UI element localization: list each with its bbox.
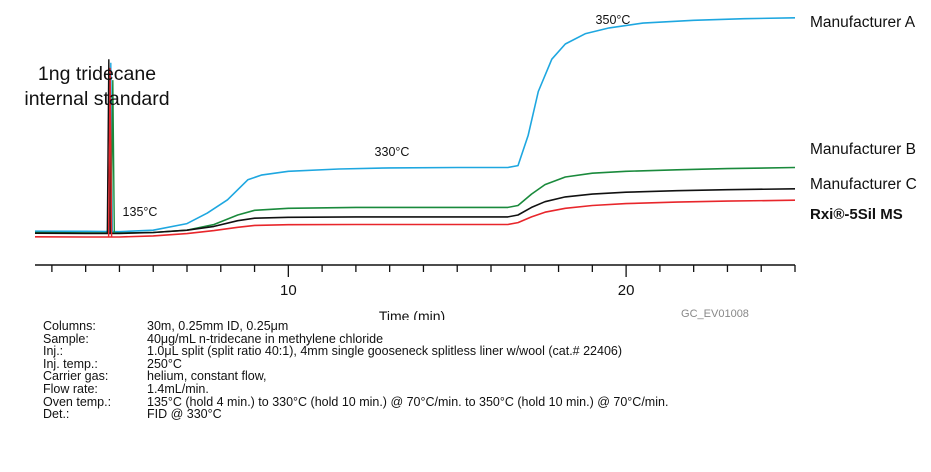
condition-value: 250°C (147, 356, 182, 371)
x-tick-label: 10 (280, 282, 297, 299)
condition-value: FID @ 330°C (147, 407, 222, 422)
peak-label-line-2: internal standard (24, 88, 169, 110)
figure-id: GC_EV01008 (681, 308, 749, 320)
peak-label-line-1: 1ng tridecane (38, 63, 156, 85)
series-line-4 (34, 199, 796, 238)
chromatogram-chart: 10 20 Time (min) 1ng tridecane internal sta… (24, 13, 916, 320)
condition-value: helium, constant flow, (147, 369, 267, 384)
condition-key: Oven temp.: (43, 394, 112, 409)
legend-label-3: Manufacturer C (810, 176, 917, 193)
temperature-label: 330°C (375, 145, 410, 159)
temperature-label: 350°C (596, 13, 631, 27)
traces-layer (34, 17, 796, 238)
condition-value: 40μg/mL n-tridecane in methylene chlorid… (147, 331, 384, 346)
legend-label-4: Rxi®-5Sil MS (810, 206, 903, 223)
tridecane-peak-4 (107, 67, 113, 238)
condition-key: Carrier gas: (43, 369, 109, 384)
condition-key: Det.: (43, 407, 70, 422)
condition-value: 135°C (hold 4 min.) to 330°C (hold 10 mi… (147, 394, 669, 409)
condition-key: Sample: (43, 331, 89, 346)
x-axis: 10 20 Time (min) (35, 264, 796, 320)
condition-value: 1.0μL split (split ratio 40:1), 4mm sing… (147, 344, 623, 359)
condition-value: 30m, 0.25mm ID, 0.25μm (147, 319, 289, 333)
condition-key: Flow rate: (43, 381, 98, 396)
series-line-1 (34, 17, 796, 233)
legend-label-1: Manufacturer A (810, 14, 916, 31)
condition-value: 1.4mL/min. (147, 381, 209, 396)
labels-layer: 1ng tridecane internal standard 135°C 330°C… (24, 13, 916, 320)
condition-key: Inj. temp.: (43, 356, 98, 371)
legend-label-2: Manufacturer B (810, 141, 916, 158)
condition-key: Inj.: (43, 344, 64, 359)
series-line-3 (34, 188, 796, 235)
x-axis-title: Time (min) (379, 308, 445, 320)
peaks-layer (106, 59, 116, 238)
condition-key: Columns: (43, 319, 96, 333)
series-line-2 (34, 166, 796, 234)
x-tick-label: 20 (618, 282, 635, 299)
temperature-label: 135°C (123, 205, 158, 219)
